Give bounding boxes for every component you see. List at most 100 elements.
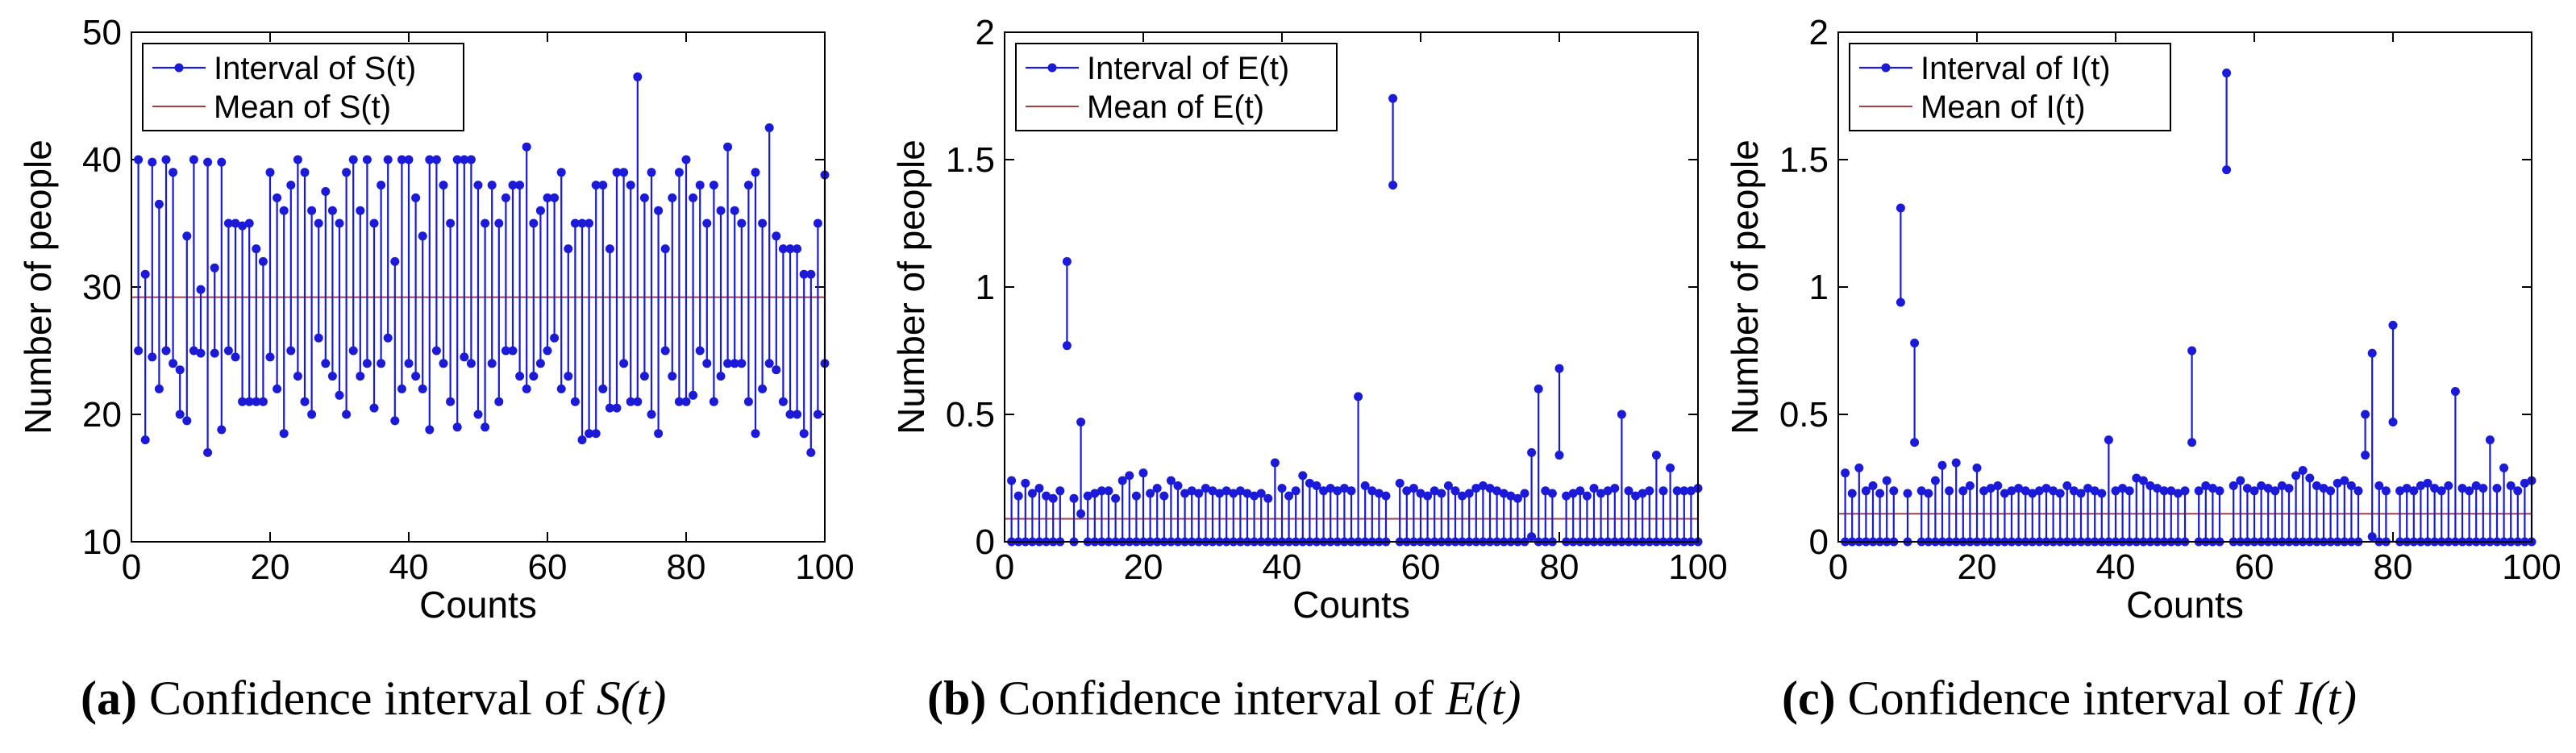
caption-a-text: Confidence interval of (148, 672, 585, 725)
interval-lower-point (619, 359, 629, 368)
interval-upper-point (1916, 486, 1926, 496)
interval-upper-point (1221, 486, 1231, 496)
interval-upper-point (1437, 489, 1446, 498)
interval-upper-point (654, 206, 664, 215)
interval-upper-point (1485, 484, 1495, 493)
interval-upper-point (543, 193, 552, 202)
interval-lower-point (723, 359, 733, 368)
interval-upper-point (1596, 489, 1606, 498)
caption-a-symbol: S(t) (596, 672, 667, 725)
interval-upper-point (2187, 346, 2197, 356)
interval-upper-point (1861, 486, 1871, 496)
y-tick-label: 20 (82, 395, 122, 435)
interval-lower-point (446, 397, 456, 406)
interval-lower-point (307, 410, 317, 419)
interval-lower-point (460, 352, 469, 362)
interval-upper-point (1993, 481, 2003, 490)
interval-upper-point (1013, 491, 1023, 501)
caption-c: (c) Confidence interval of I(t) (1782, 666, 2357, 730)
interval-upper-point (2506, 481, 2516, 490)
interval-upper-point (2402, 484, 2412, 493)
interval-upper-point (418, 231, 427, 241)
interval-lower-point (189, 346, 198, 356)
interval-upper-point (2014, 484, 2024, 493)
y-tick-label: 30 (82, 268, 122, 307)
interval-upper-point (1346, 486, 1356, 496)
interval-upper-point (1083, 491, 1092, 501)
interval-upper-point (327, 206, 337, 215)
interval-upper-point (307, 206, 317, 215)
interval-upper-point (1319, 486, 1329, 496)
interval-upper-point (390, 256, 400, 266)
interval-upper-point (1125, 471, 1134, 481)
interval-upper-point (154, 199, 164, 209)
interval-upper-point (1076, 417, 1086, 426)
interval-lower-point (702, 359, 712, 368)
interval-lower-point (668, 372, 677, 381)
interval-upper-point (348, 155, 358, 164)
interval-lower-point (2388, 417, 2398, 426)
interval-upper-point (1547, 489, 1557, 498)
y-tick-label: 0.5 (1779, 395, 1829, 435)
interval-lower-point (238, 397, 248, 406)
interval-upper-point (681, 155, 691, 164)
interval-upper-point (605, 244, 614, 254)
interval-lower-point (647, 410, 656, 419)
interval-upper-point (300, 168, 310, 177)
interval-lower-point (390, 416, 400, 426)
interval-upper-point (1166, 476, 1176, 485)
interval-lower-point (508, 346, 518, 356)
interval-upper-point (2361, 410, 2370, 419)
interval-upper-point (1069, 493, 1079, 503)
interval-upper-point (2284, 484, 2294, 493)
interval-upper-point (813, 218, 822, 228)
interval-upper-point (362, 155, 372, 164)
interval-lower-point (585, 429, 594, 439)
interval-upper-point (2000, 489, 2009, 498)
interval-lower-point (169, 359, 178, 368)
legend-interval-label: Interval of S(t) (214, 51, 416, 86)
interval-upper-point (1903, 489, 1912, 498)
interval-upper-point (1360, 481, 1370, 490)
interval-upper-point (487, 181, 497, 190)
interval-upper-point (1395, 478, 1405, 488)
interval-upper-point (1568, 489, 1578, 498)
interval-upper-point (2520, 478, 2529, 488)
interval-upper-point (1658, 486, 1668, 496)
panel-c: 0 20 40 60 80 100 0 0.5 1 1.5 2 Counts Number of peo… (1724, 13, 2561, 626)
x-tick-label: 0 (995, 547, 1014, 587)
interval-upper-point (737, 218, 747, 228)
interval-upper-point (1055, 486, 1065, 496)
interval-upper-point (2173, 489, 2183, 498)
interval-upper-point (2305, 473, 2315, 483)
interval-lower-point (591, 429, 601, 439)
interval-lower-point (660, 346, 670, 356)
interval-lower-point (577, 435, 587, 445)
interval-upper-point (397, 155, 406, 164)
axes-box (1004, 31, 1699, 543)
interval-upper-point (2444, 481, 2453, 490)
interval-lower-point (778, 397, 788, 406)
caption-b-letter: (b) (927, 672, 987, 725)
interval-upper-point (2090, 486, 2100, 496)
x-tick-label: 100 (2502, 547, 2561, 587)
interval-upper-point (1325, 484, 1335, 493)
interval-upper-point (1492, 486, 1502, 496)
interval-upper-point (598, 181, 608, 190)
interval-upper-point (279, 206, 289, 215)
interval-upper-point (1631, 491, 1641, 501)
y-tick-label: 0 (976, 522, 995, 562)
interval-upper-point (446, 218, 456, 228)
legend-mean-label: Mean of I(t) (1921, 89, 2086, 125)
interval-upper-point (321, 187, 331, 196)
interval-upper-point (785, 244, 795, 254)
interval-upper-point (342, 168, 352, 177)
interval-upper-point (556, 168, 566, 177)
interval-lower-point (1896, 297, 1905, 307)
interval-lower-point (452, 422, 462, 432)
interval-upper-point (404, 155, 414, 164)
interval-lower-point (342, 410, 352, 419)
interval-lower-point (321, 359, 331, 368)
interval-lower-point (273, 384, 282, 393)
